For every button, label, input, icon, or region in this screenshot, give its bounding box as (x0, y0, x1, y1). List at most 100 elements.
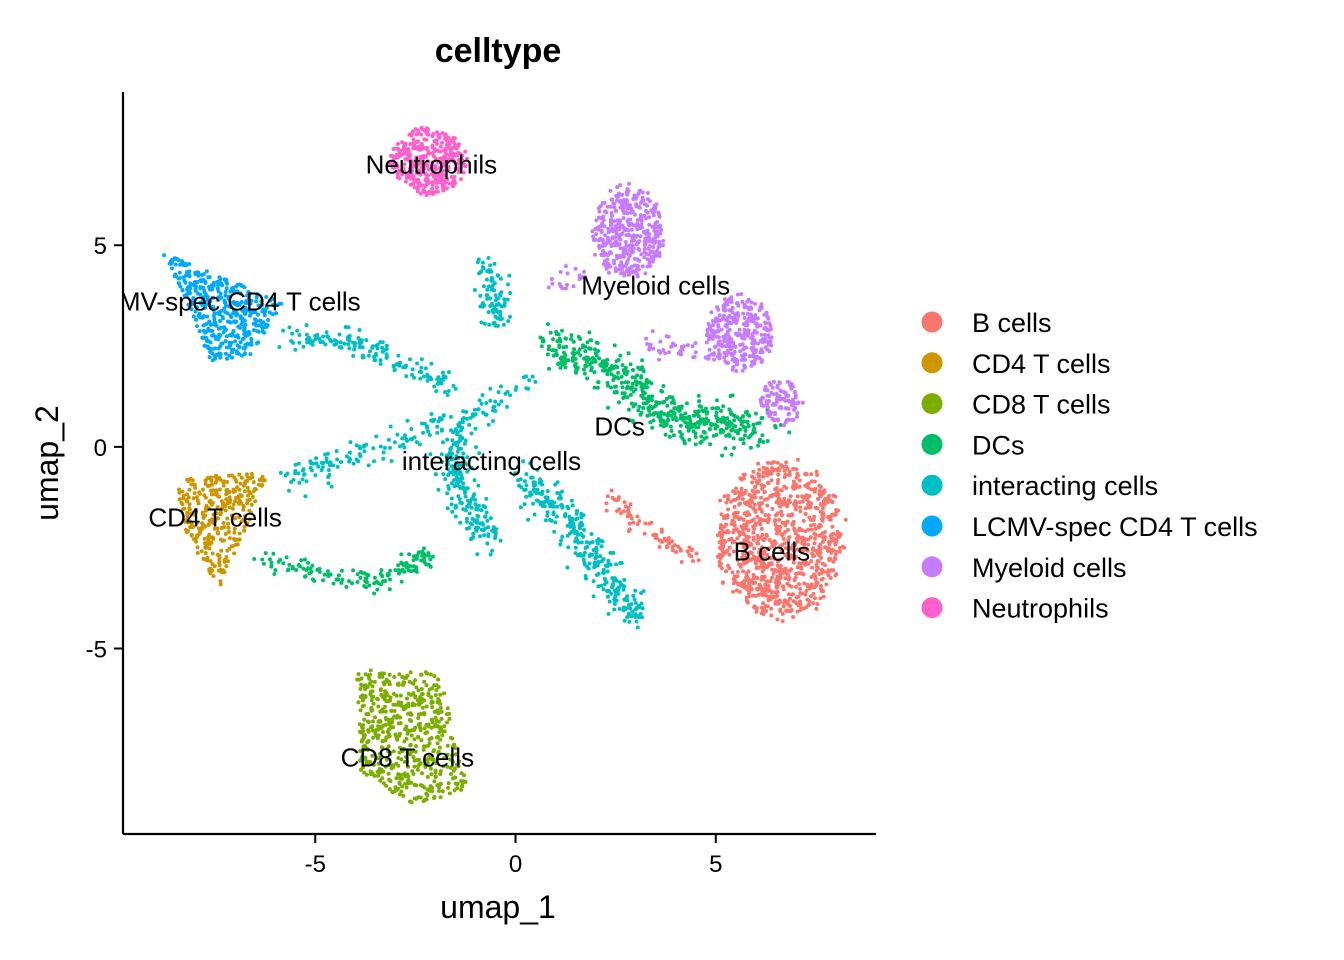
data-point (436, 711, 441, 716)
data-point (733, 359, 737, 364)
data-point (232, 530, 237, 535)
data-point (232, 516, 236, 521)
data-point (526, 517, 531, 522)
data-point (768, 494, 773, 498)
data-point (633, 588, 638, 593)
data-point (720, 453, 725, 458)
data-point (787, 576, 792, 580)
data-point (745, 333, 750, 338)
data-point (470, 516, 475, 521)
data-point (595, 385, 600, 390)
data-point (425, 671, 430, 676)
data-point (453, 746, 458, 751)
data-point (714, 432, 719, 437)
data-point (490, 301, 495, 306)
data-point (475, 518, 480, 523)
data-point (491, 419, 495, 423)
data-point (647, 232, 652, 236)
data-point (400, 772, 405, 777)
data-point (370, 694, 374, 699)
data-point (535, 467, 540, 472)
data-point (450, 509, 455, 514)
data-point (218, 477, 223, 482)
data-point (727, 407, 732, 412)
data-point (297, 340, 302, 345)
data-point (326, 468, 331, 472)
data-point (698, 419, 703, 424)
data-point (777, 568, 782, 573)
data-point (197, 490, 202, 495)
data-point (577, 347, 582, 352)
data-point (622, 577, 627, 582)
data-point (785, 555, 790, 560)
data-point (765, 439, 770, 443)
data-point (596, 560, 601, 564)
data-point (751, 469, 756, 474)
data-point (768, 323, 773, 328)
data-point (453, 514, 458, 519)
data-point (788, 494, 793, 499)
data-point (754, 561, 758, 566)
data-point (438, 782, 443, 787)
data-point (809, 472, 814, 477)
data-point (639, 225, 644, 230)
data-point (573, 266, 578, 271)
data-point (411, 558, 416, 563)
data-point (572, 347, 577, 352)
data-point (615, 198, 619, 203)
data-point (785, 504, 789, 509)
data-point (621, 608, 626, 613)
data-point (424, 424, 429, 429)
data-point (399, 757, 404, 762)
data-point (793, 503, 798, 508)
data-point (368, 349, 372, 354)
data-point (526, 386, 531, 391)
data-point (449, 457, 454, 462)
data-point (463, 438, 468, 443)
data-point (622, 198, 626, 202)
data-point (733, 344, 738, 349)
data-point (704, 435, 709, 440)
data-point (740, 299, 745, 304)
data-point (633, 612, 638, 617)
data-point (726, 507, 730, 512)
data-point (616, 370, 621, 375)
data-point (760, 574, 765, 579)
data-point (627, 602, 631, 607)
data-point (774, 392, 779, 396)
data-point (779, 488, 784, 493)
data-point (416, 688, 421, 693)
data-point (642, 250, 647, 255)
data-point (737, 589, 742, 594)
data-point (725, 332, 730, 337)
data-point (791, 542, 795, 547)
data-point (798, 509, 803, 514)
data-point (614, 231, 619, 236)
data-point (403, 433, 407, 438)
data-point (336, 573, 341, 578)
data-point (430, 686, 435, 691)
data-point (614, 389, 619, 394)
data-point (430, 705, 435, 709)
data-point (727, 313, 732, 318)
data-point (178, 262, 183, 267)
data-point (573, 545, 578, 550)
data-point (371, 735, 376, 740)
data-point (775, 559, 780, 564)
data-point (576, 334, 581, 339)
data-point (627, 527, 632, 532)
data-point (573, 551, 578, 556)
data-point (448, 447, 453, 452)
data-point (818, 584, 823, 588)
data-point (779, 548, 784, 553)
data-point (192, 537, 196, 542)
data-point (770, 506, 775, 511)
data-point (368, 668, 373, 673)
data-point (338, 340, 343, 345)
data-point (387, 587, 392, 592)
data-point (460, 417, 465, 422)
data-point (715, 354, 720, 359)
data-point (443, 390, 447, 394)
data-point (247, 308, 252, 313)
data-point (551, 511, 556, 516)
